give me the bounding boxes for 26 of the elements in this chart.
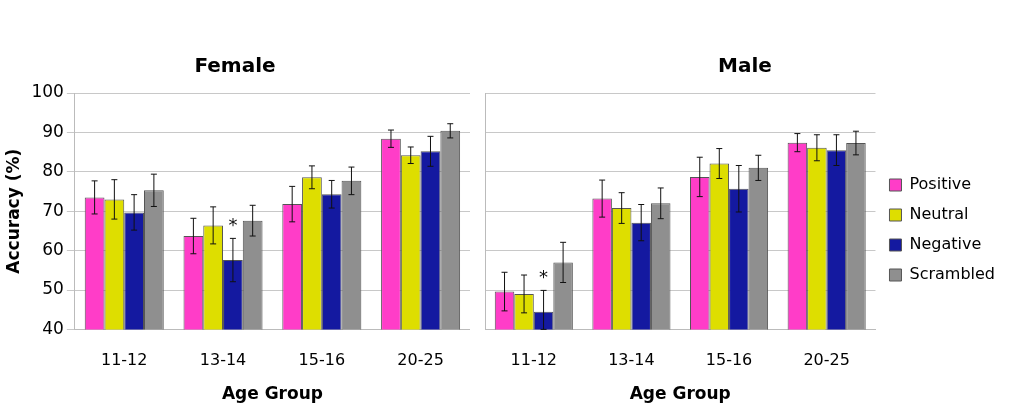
x-tick-label: 13-14 xyxy=(199,350,247,370)
y-tick-label: 40 xyxy=(42,317,64,338)
annotation: * xyxy=(228,214,238,236)
y-tick-label: 90 xyxy=(42,120,64,141)
x-tick-label: 15-16 xyxy=(705,350,753,370)
legend-label: Positive xyxy=(909,174,972,194)
y-tick-label: 60 xyxy=(42,239,64,260)
x-axis-title: Age Group xyxy=(221,383,323,404)
x-tick-label: 20-25 xyxy=(803,350,850,370)
annotation: * xyxy=(539,266,549,288)
x-tick-label: 13-14 xyxy=(608,350,655,370)
x-tick-label: 11-12 xyxy=(100,350,148,370)
chart-title: Male xyxy=(718,53,772,78)
x-tick-label: 11-12 xyxy=(510,350,558,370)
chart-title: Female xyxy=(194,53,276,78)
x-tick-label: 15-16 xyxy=(298,350,346,370)
legend-label: Scrambled xyxy=(909,264,996,284)
y-axis-title: Accuracy (%) xyxy=(2,148,23,274)
y-tick-label: 100 xyxy=(31,81,64,102)
y-tick-label: 50 xyxy=(42,278,64,299)
legend-label: Neutral xyxy=(909,204,969,224)
legend-label: Negative xyxy=(909,234,982,254)
y-tick-label: 80 xyxy=(42,160,64,181)
y-tick-label: 70 xyxy=(42,199,64,220)
x-tick-label: 20-25 xyxy=(397,350,444,370)
x-axis-title: Age Group xyxy=(629,383,731,404)
